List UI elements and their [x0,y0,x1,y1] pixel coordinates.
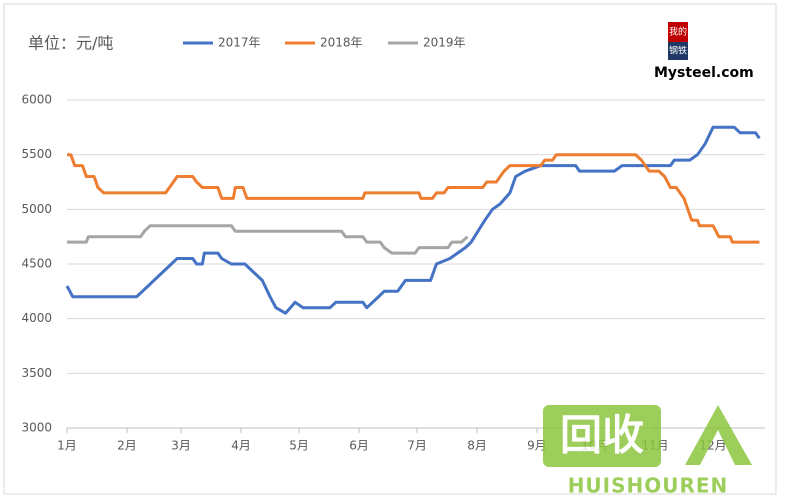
logo-box [668,42,688,60]
y-tick-label: 5000 [21,202,52,216]
x-tick-label: 4月 [231,439,251,453]
x-tick-label: 2月 [117,439,137,453]
y-tick-label: 5500 [21,147,52,161]
x-tick-label: 9月 [527,439,547,453]
series-line [65,125,761,315]
legend-label: 2019年 [423,36,466,50]
y-tick-label: 3000 [21,421,52,435]
x-tick-label: 7月 [407,439,427,453]
x-tick-label: 3月 [171,439,191,453]
y-tick-label: 4000 [21,311,52,325]
watermark: 回收 HUISHOUREN [543,405,752,498]
logo-text: 我的 [669,26,687,38]
legend-label: 2018年 [320,36,363,50]
watermark-box [543,405,661,467]
logo-text: Mysteel.com [654,65,754,81]
chart-title: 单位：元/吨 [28,34,113,53]
logo-text: 钢铁 [669,45,687,57]
x-tick-label: 5月 [289,439,309,453]
x-tick-label: 6月 [349,439,369,453]
watermark-mark: 回收 [560,411,644,460]
legend-label: 2017年 [218,36,261,50]
y-tick-label: 3500 [21,366,52,380]
series-line [67,153,760,244]
series-line [67,224,469,255]
logo: 我的 钢铁 Mysteel.com [654,22,754,81]
y-tick-label: 4500 [21,257,52,271]
logo-box [668,22,688,42]
x-tick-label: 1月 [57,439,77,453]
y-tick-label: 6000 [21,93,52,107]
x-tick-label: 8月 [467,439,487,453]
watermark-icon [685,405,752,465]
watermark-text: HUISHOUREN [568,474,729,498]
